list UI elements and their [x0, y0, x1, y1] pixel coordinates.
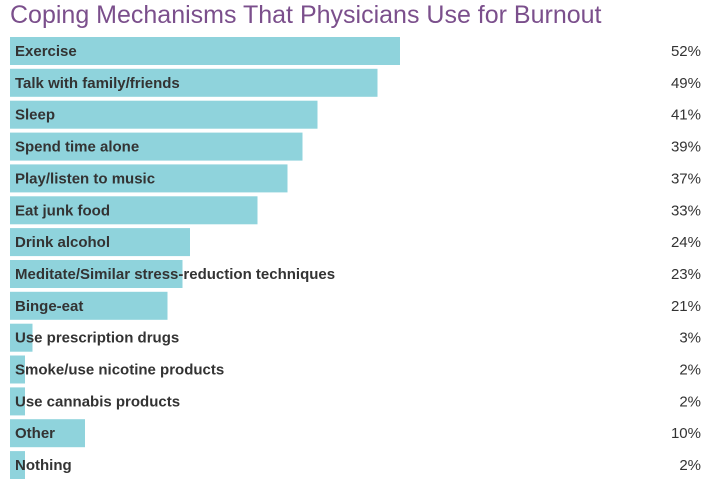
bar-8 — [10, 291, 168, 320]
chart-title: Coping Mechanisms That Physicians Use fo… — [10, 1, 602, 29]
bar-12 — [10, 419, 85, 448]
category-label-5: Eat junk food — [15, 202, 110, 219]
value-label-5: 33% — [671, 202, 701, 219]
bar-5 — [10, 196, 258, 225]
bar-7 — [10, 260, 183, 288]
value-label-6: 24% — [671, 234, 701, 251]
value-label-4: 37% — [671, 170, 701, 187]
value-label-7: 23% — [671, 266, 701, 283]
category-label-2: Sleep — [15, 107, 55, 124]
value-label-10: 2% — [679, 362, 701, 379]
category-label-4: Play/listen to music — [15, 170, 155, 187]
value-label-11: 2% — [679, 393, 701, 410]
category-label-3: Spend time alone — [15, 139, 139, 156]
bar-9 — [10, 323, 33, 352]
category-label-12: Other — [15, 425, 55, 442]
value-label-3: 39% — [671, 139, 701, 156]
category-label-6: Drink alcohol — [15, 234, 110, 251]
value-label-9: 3% — [679, 330, 701, 347]
category-label-11: Use cannabis products — [15, 393, 180, 410]
bar-10 — [10, 355, 25, 384]
category-label-9: Use prescription drugs — [15, 330, 179, 347]
value-label-2: 41% — [671, 107, 701, 124]
bar-2 — [10, 100, 318, 129]
bar-11 — [10, 387, 25, 416]
bar-13 — [10, 451, 25, 479]
value-label-0: 52% — [671, 43, 701, 60]
bar-4 — [10, 164, 288, 193]
value-label-1: 49% — [671, 75, 701, 92]
bar-0 — [10, 37, 400, 65]
bar-6 — [10, 228, 190, 257]
value-label-8: 21% — [671, 298, 701, 315]
value-label-12: 10% — [671, 425, 701, 442]
category-label-10: Smoke/use nicotine products — [15, 362, 224, 379]
value-label-13: 2% — [679, 457, 701, 474]
category-label-13: Nothing — [15, 457, 72, 474]
category-label-7: Meditate/Similar stress-reduction techni… — [15, 266, 335, 283]
bar-3 — [10, 132, 303, 161]
bar-1 — [10, 68, 378, 97]
category-label-0: Exercise — [15, 43, 77, 60]
category-label-8: Binge-eat — [15, 298, 83, 315]
category-label-1: Talk with family/friends — [15, 75, 180, 92]
